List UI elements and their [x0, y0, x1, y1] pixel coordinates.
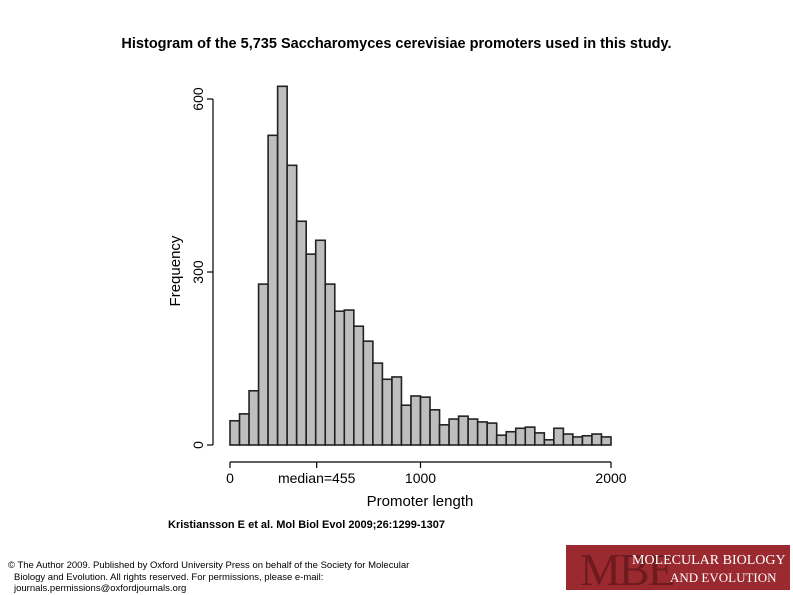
logo-line2: AND EVOLUTION — [670, 570, 777, 585]
histogram-bar — [343, 309, 355, 446]
y-tick-label: 600 — [190, 87, 206, 111]
histogram-bar — [286, 164, 298, 446]
histogram-bar — [438, 424, 450, 446]
histogram-bar — [486, 422, 498, 446]
copyright-line: journals.permissions@oxfordjournals.org — [14, 583, 187, 594]
histogram-bar — [400, 404, 412, 446]
histogram-bar — [324, 283, 336, 446]
histogram-bar — [229, 419, 241, 446]
histogram-bar — [600, 436, 612, 446]
histogram-bar — [238, 413, 250, 446]
copyright-line: © The Author 2009. Published by Oxford U… — [8, 560, 410, 571]
histogram-bar — [410, 395, 422, 446]
figure-title: Histogram of the 5,735 Saccharomyces cer… — [121, 36, 672, 52]
histogram-bar — [333, 310, 346, 446]
copyright-line: Biology and Evolution. All rights reserv… — [14, 571, 324, 583]
histogram-bar — [448, 418, 460, 446]
histogram-bar — [495, 434, 508, 446]
histogram-bar — [524, 426, 536, 446]
x-tick-label: 1000 — [405, 470, 436, 486]
logo-line1: MOLECULAR BIOLOGY — [632, 553, 786, 568]
copyright-notice: © The Author 2009. Published by Oxford U… — [8, 560, 448, 595]
y-axis-label: Frequency — [167, 235, 184, 306]
histogram-bar — [267, 134, 279, 446]
x-tick-label: 0 — [226, 470, 234, 486]
x-tick-label: median=455 — [278, 470, 356, 486]
histogram-bar — [591, 433, 603, 446]
histogram-bar — [429, 409, 441, 446]
histogram-bar — [476, 421, 488, 446]
journal-logo: MBE MOLECULAR BIOLOGY AND EVOLUTION — [566, 545, 790, 590]
histogram-bar — [381, 378, 393, 446]
histogram-bar — [362, 340, 374, 446]
histogram-bar — [581, 434, 593, 446]
logo-mark: MBE — [580, 545, 676, 590]
histogram-bar — [467, 418, 479, 446]
histogram-bar — [533, 432, 546, 446]
histogram-bar — [562, 433, 574, 446]
histogram-bar — [553, 427, 565, 446]
histogram-bar — [353, 325, 365, 446]
histogram-bar — [505, 430, 517, 446]
histogram-bar — [372, 362, 384, 446]
histogram-bar — [314, 239, 327, 446]
histogram-bar — [248, 389, 260, 446]
histogram-bar — [295, 220, 307, 446]
histogram-bar — [457, 415, 469, 446]
y-tick-label: 0 — [190, 441, 206, 449]
histogram-bar — [305, 253, 317, 446]
histogram-bar — [391, 376, 403, 446]
x-tick-label: 2000 — [595, 470, 626, 486]
histogram-bar — [419, 396, 431, 446]
histogram-bar — [276, 85, 288, 446]
histogram-bar — [572, 436, 584, 446]
histogram-bar — [543, 439, 555, 446]
histogram-bar — [257, 283, 269, 446]
y-tick-label: 300 — [190, 260, 206, 284]
x-axis-label: Promoter length — [367, 493, 474, 510]
histogram-bar — [514, 427, 527, 446]
citation: Kristiansson E et al. Mol Biol Evol 2009… — [168, 519, 445, 531]
